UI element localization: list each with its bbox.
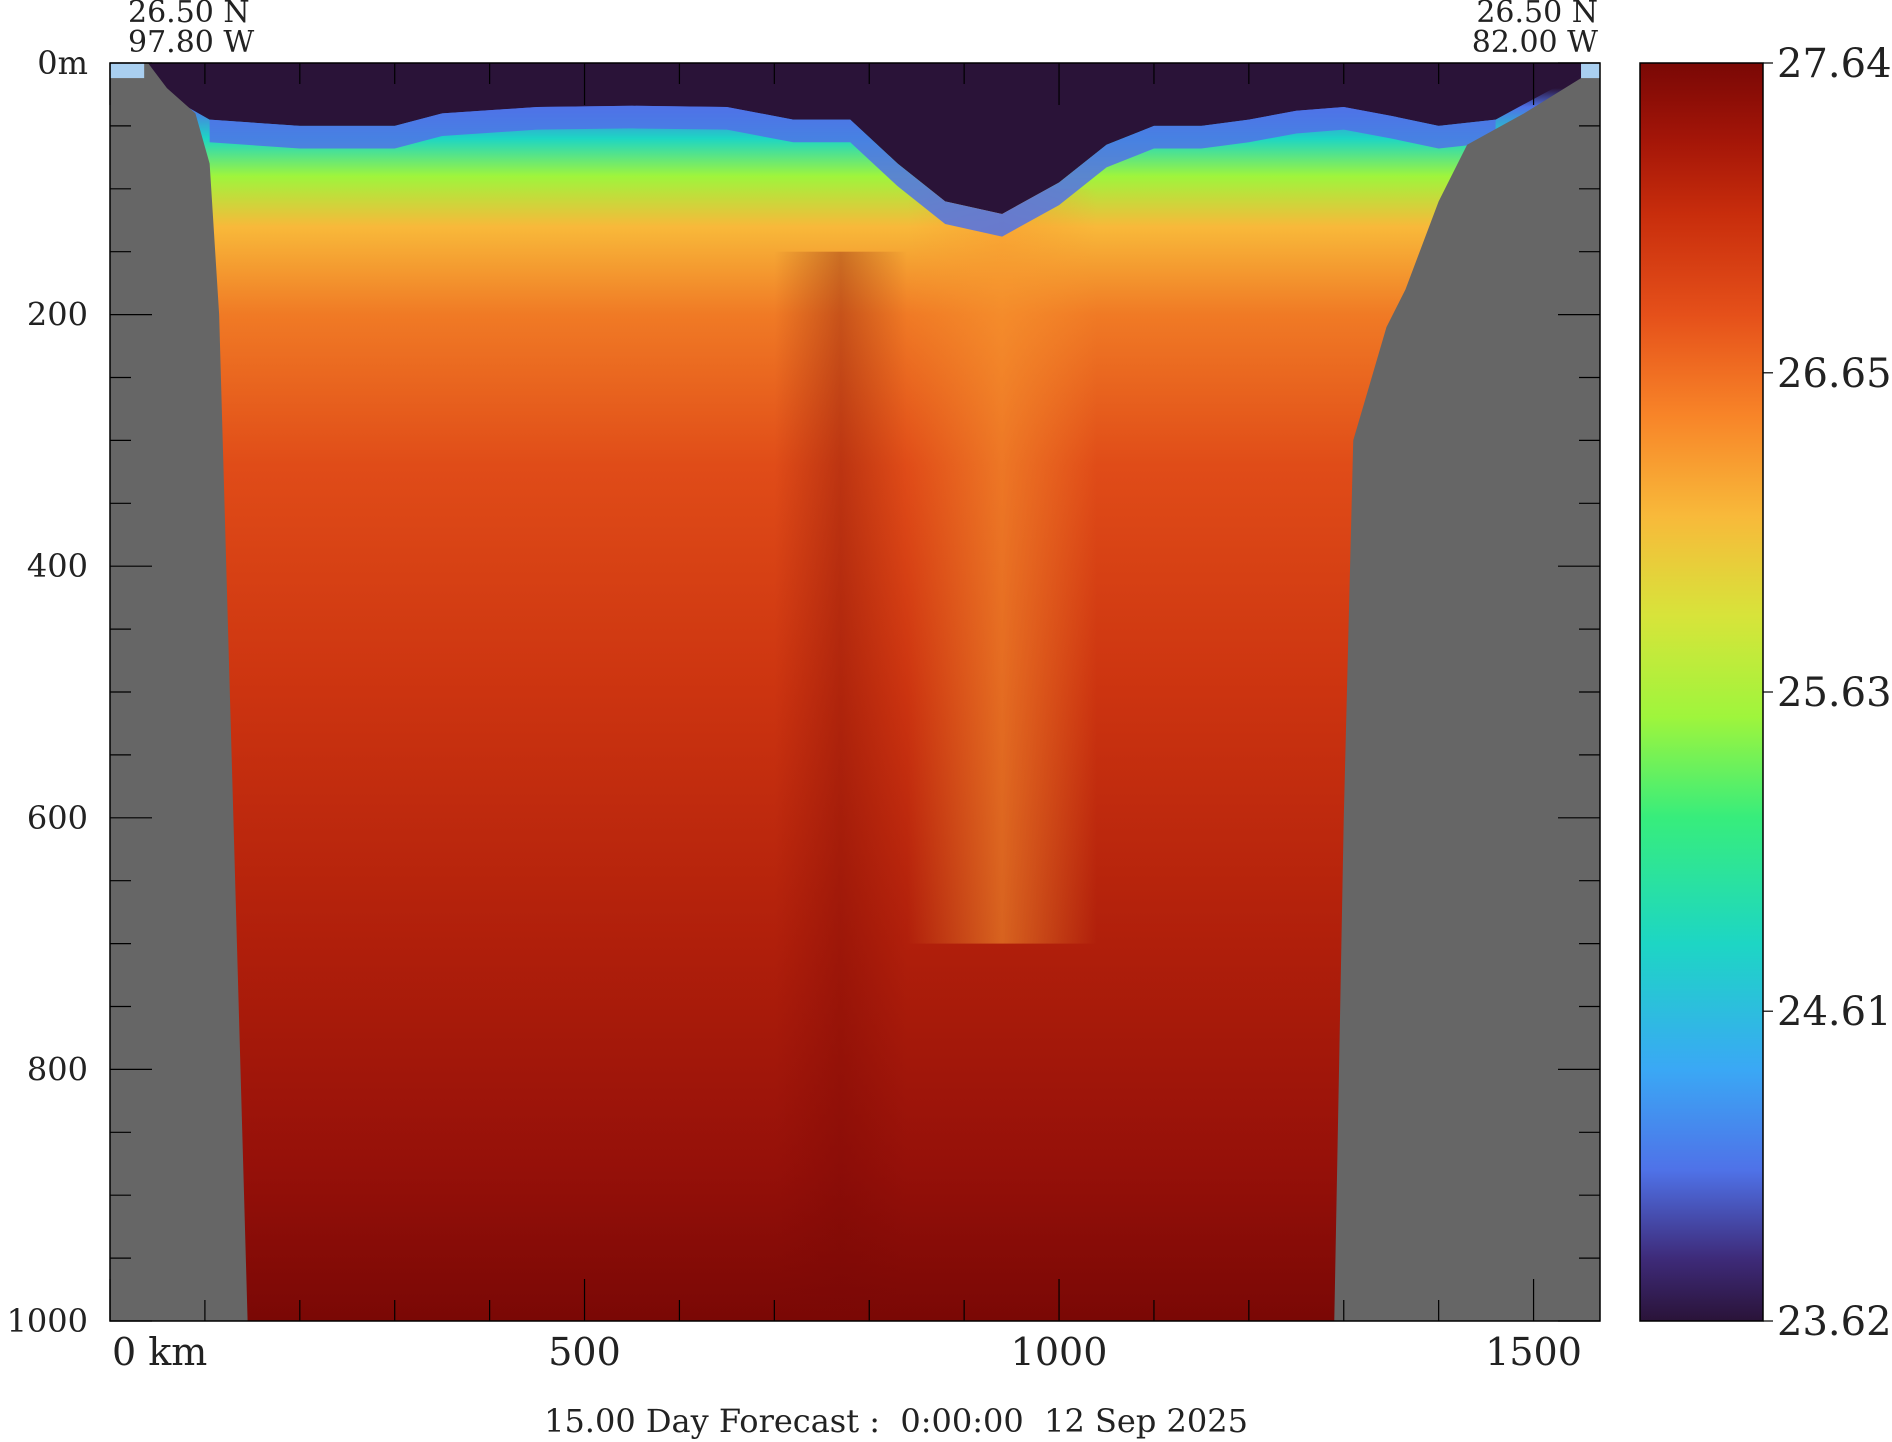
y-tick-label: 1000 xyxy=(7,1302,88,1340)
colorbar-tick-label: 25.63 xyxy=(1777,670,1892,716)
y-tick-label: 0m xyxy=(37,44,88,82)
trough-warm-plume xyxy=(907,188,1098,944)
x-tick-label: 1000 xyxy=(1011,1330,1108,1374)
right-endpoint-lon: 82.00 W xyxy=(1472,25,1598,60)
y-tick-label: 200 xyxy=(27,296,88,334)
colorbar-tick-label: 27.64 xyxy=(1777,41,1892,87)
y-tick-label: 600 xyxy=(27,799,88,837)
deep-warm-core xyxy=(774,251,908,1321)
y-tick-label: 400 xyxy=(27,547,88,585)
x-tick-label: 0 km xyxy=(112,1330,207,1374)
forecast-footer: 15.00 Day Forecast : 0:00:00 12 Sep 2025 xyxy=(544,1402,1248,1440)
y-tick-label: 800 xyxy=(27,1050,88,1088)
bathymetry-left xyxy=(110,63,248,1321)
x-tick-label: 500 xyxy=(548,1330,621,1374)
colorbar-labels: 27.64 26.65 25.63 24.61 23.62 xyxy=(1763,41,1892,1345)
colorbar-tick-label: 24.61 xyxy=(1777,989,1892,1035)
right-endpoint-lat: 26.50 N xyxy=(1476,0,1598,30)
surface-marker-right xyxy=(1581,63,1600,79)
thermocline-band xyxy=(209,105,1496,237)
surface-marker-left xyxy=(110,63,145,79)
axis-ticks xyxy=(109,62,1600,1322)
colorbar-tick-label: 23.62 xyxy=(1777,1299,1892,1345)
left-endpoint-lat: 26.50 N xyxy=(128,0,250,30)
y-tick-labels: 0m 200 400 600 800 1000 xyxy=(7,44,88,1340)
x-tick-label: 1500 xyxy=(1485,1330,1582,1374)
left-endpoint-lon: 97.80 W xyxy=(128,25,254,60)
surface-cold-layer xyxy=(110,63,1600,214)
x-tick-labels: 0 km 500 1000 1500 xyxy=(112,1330,1582,1374)
colorbar-tick-label: 26.65 xyxy=(1777,351,1892,397)
plot-area xyxy=(110,63,1600,1321)
bathymetry-right xyxy=(1334,63,1600,1321)
colorbar xyxy=(1639,62,1764,1322)
